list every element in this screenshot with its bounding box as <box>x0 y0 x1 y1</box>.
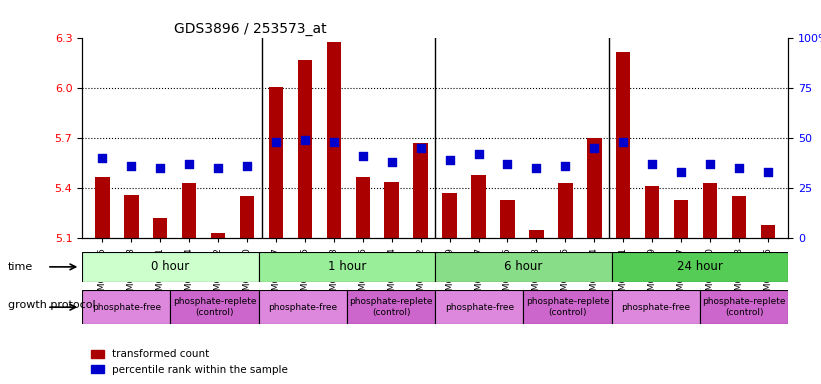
Bar <box>674 200 688 238</box>
Point <box>732 165 745 171</box>
Point <box>645 161 658 167</box>
Point <box>704 161 717 167</box>
Bar <box>298 60 312 238</box>
Text: 1 hour: 1 hour <box>328 260 366 273</box>
Bar <box>268 87 283 238</box>
Bar <box>645 187 659 238</box>
FancyBboxPatch shape <box>612 290 699 324</box>
Point <box>269 139 282 145</box>
FancyBboxPatch shape <box>82 252 259 282</box>
Text: growth protocol: growth protocol <box>8 300 96 310</box>
Text: phosphate-replete
(control): phosphate-replete (control) <box>702 298 786 317</box>
Bar <box>443 193 456 238</box>
Bar <box>500 200 515 238</box>
Bar <box>95 177 109 238</box>
Point <box>212 165 225 171</box>
Point <box>414 145 427 151</box>
FancyBboxPatch shape <box>524 290 612 324</box>
Point <box>182 161 195 167</box>
Bar <box>182 183 196 238</box>
Point <box>385 159 398 165</box>
Legend: transformed count, percentile rank within the sample: transformed count, percentile rank withi… <box>87 345 292 379</box>
Point <box>501 161 514 167</box>
Bar <box>703 183 718 238</box>
Text: phosphate-free: phosphate-free <box>621 303 690 312</box>
Text: phosphate-free: phosphate-free <box>92 303 161 312</box>
Bar <box>530 230 544 238</box>
FancyBboxPatch shape <box>171 290 259 324</box>
FancyBboxPatch shape <box>612 252 788 282</box>
Bar <box>587 138 602 238</box>
Point <box>125 163 138 169</box>
Point <box>443 157 456 163</box>
Point <box>761 169 774 175</box>
Point <box>154 165 167 171</box>
Bar <box>124 195 139 238</box>
Bar <box>153 218 167 238</box>
Point <box>328 139 341 145</box>
Bar <box>384 182 399 238</box>
Point <box>588 145 601 151</box>
Point <box>675 169 688 175</box>
FancyBboxPatch shape <box>259 252 435 282</box>
FancyBboxPatch shape <box>435 290 524 324</box>
Text: phosphate-replete
(control): phosphate-replete (control) <box>525 298 609 317</box>
Bar <box>732 197 746 238</box>
Text: GDS3896 / 253573_at: GDS3896 / 253573_at <box>174 22 327 36</box>
Point <box>530 165 543 171</box>
Bar <box>240 197 255 238</box>
Bar <box>211 233 225 238</box>
Bar <box>471 175 486 238</box>
Point <box>559 163 572 169</box>
FancyBboxPatch shape <box>347 290 435 324</box>
Text: 6 hour: 6 hour <box>504 260 543 273</box>
Text: time: time <box>8 262 34 272</box>
Bar <box>761 225 775 238</box>
Bar <box>327 42 341 238</box>
Bar <box>414 143 428 238</box>
Bar <box>616 52 631 238</box>
Bar <box>558 183 572 238</box>
FancyBboxPatch shape <box>435 252 612 282</box>
Text: phosphate-replete
(control): phosphate-replete (control) <box>172 298 256 317</box>
Point <box>298 137 311 143</box>
Point <box>96 155 109 161</box>
Point <box>241 163 254 169</box>
FancyBboxPatch shape <box>82 290 171 324</box>
FancyBboxPatch shape <box>259 290 347 324</box>
Text: phosphate-replete
(control): phosphate-replete (control) <box>349 298 433 317</box>
FancyBboxPatch shape <box>699 290 788 324</box>
Text: 0 hour: 0 hour <box>151 260 190 273</box>
Text: phosphate-free: phosphate-free <box>445 303 514 312</box>
Point <box>472 151 485 157</box>
Point <box>617 139 630 145</box>
Bar <box>355 177 370 238</box>
Text: 24 hour: 24 hour <box>677 260 722 273</box>
Point <box>356 153 369 159</box>
Text: phosphate-free: phosphate-free <box>268 303 337 312</box>
